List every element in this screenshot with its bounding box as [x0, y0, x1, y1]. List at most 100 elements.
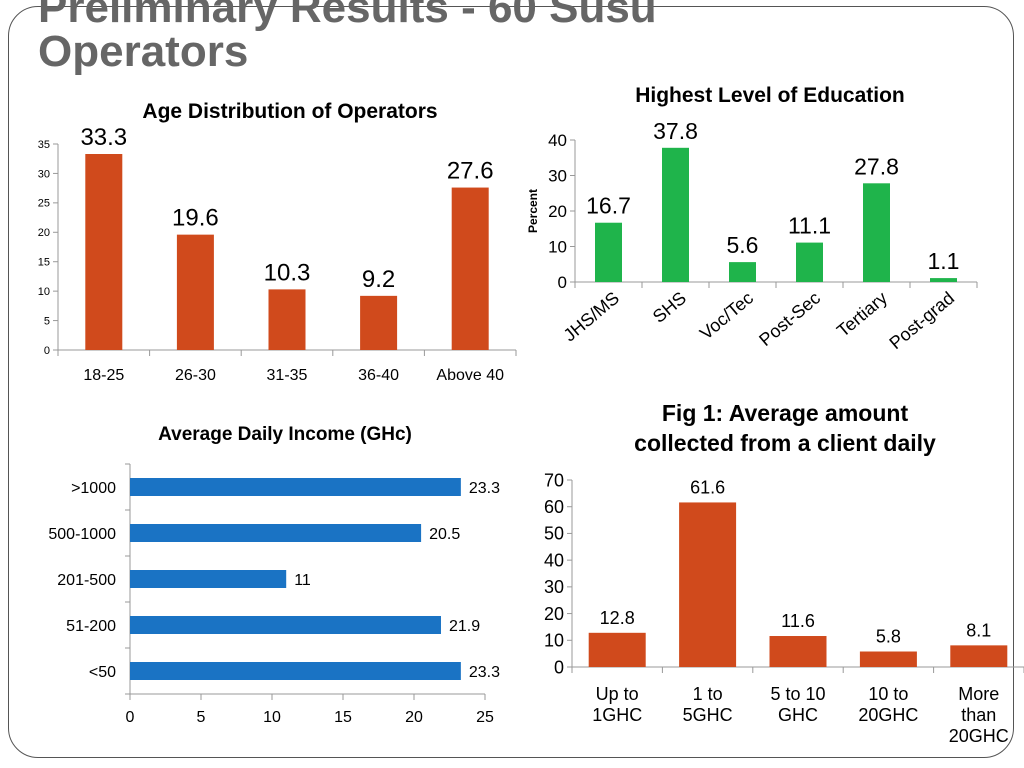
education-y-tick-label: 40 — [548, 131, 567, 150]
collected-data-label: 8.1 — [966, 620, 991, 640]
education-category-label: Voc/Tec — [696, 288, 757, 344]
slide-title-line2: Operators — [38, 27, 249, 76]
education-category-label: Post-grad — [885, 288, 958, 353]
income-category-label: 51-200 — [66, 618, 116, 635]
age-y-tick-label: 0 — [44, 345, 50, 357]
slide-title-line1: Preliminary Results - 60 Susu — [38, 0, 657, 32]
collected-category-label: 1GHC — [592, 705, 642, 725]
collected-bar — [859, 651, 917, 667]
income-data-label: 23.3 — [469, 664, 500, 681]
slide-title: Preliminary Results - 60 Susu Operators — [38, 0, 657, 74]
education-data-label: 27.8 — [854, 153, 899, 179]
collected-category-label: 10 to — [868, 684, 908, 704]
collected-y-tick-label: 20 — [544, 604, 564, 624]
collected-y-tick-label: 0 — [554, 657, 564, 677]
income-x-tick-label: 25 — [476, 709, 494, 726]
collected-bar — [769, 636, 827, 667]
income-bar — [130, 478, 461, 496]
education-bar — [930, 278, 957, 282]
education-chart-title: Highest Level of Education — [635, 84, 905, 107]
age-category-label: 18-25 — [83, 367, 124, 384]
education-bar — [662, 147, 689, 282]
collected-category-label: 5GHC — [683, 705, 733, 725]
education-y-tick-label: 10 — [548, 237, 567, 256]
collected-category-label: More — [958, 684, 999, 704]
income-bar — [130, 570, 287, 588]
age-bar — [360, 295, 398, 350]
education-data-label: 5.6 — [727, 232, 759, 258]
age-bar — [85, 154, 123, 350]
income-category-label: 500-1000 — [48, 526, 116, 543]
income-chart-title: Average Daily Income (GHc) — [158, 424, 412, 445]
collected-y-tick-label: 50 — [544, 524, 564, 544]
collected-chart-title-line1: Fig 1: Average amount — [661, 400, 909, 426]
collected-category-label: Up to — [596, 684, 639, 704]
age-bar — [176, 234, 214, 350]
collected-y-tick-label: 60 — [544, 497, 564, 517]
education-bar — [595, 222, 622, 282]
education-bar — [796, 242, 823, 282]
education-data-label: 1.1 — [928, 248, 960, 274]
collected-data-label: 5.8 — [876, 627, 901, 647]
age-category-label: 26-30 — [175, 367, 216, 384]
age-y-tick-label: 35 — [38, 139, 50, 151]
age-y-tick-label: 20 — [38, 227, 50, 239]
education-y-axis-label: Percent — [526, 189, 540, 233]
age-category-label: 36-40 — [358, 367, 399, 384]
age-data-label: 27.6 — [447, 158, 494, 185]
collected-bar — [950, 645, 1008, 667]
age-data-label: 33.3 — [80, 124, 127, 151]
education-category-label: Post-Sec — [755, 288, 824, 350]
collected-y-tick-label: 40 — [544, 550, 564, 570]
age-y-tick-label: 25 — [38, 198, 50, 210]
collected-category-label: GHC — [778, 705, 818, 725]
education-y-tick-label: 0 — [558, 273, 567, 292]
income-bar — [130, 616, 441, 634]
collected-category-label: 5 to 10 — [770, 684, 825, 704]
age-data-label: 9.2 — [362, 266, 395, 293]
education-category-label: Tertiary — [833, 288, 891, 341]
income-data-label: 21.9 — [449, 618, 480, 635]
collected-chart-title: Fig 1: Average amount collected from a c… — [560, 398, 1010, 458]
income-x-tick-label: 5 — [197, 709, 206, 726]
education-category-label: SHS — [649, 288, 690, 327]
age-category-label: Above 40 — [436, 367, 504, 384]
income-x-tick-label: 20 — [405, 709, 423, 726]
education-data-label: 37.8 — [653, 118, 698, 144]
collected-category-label: 20GHC — [858, 705, 918, 725]
collected-y-tick-label: 30 — [544, 577, 564, 597]
age-y-tick-label: 30 — [38, 168, 50, 180]
collected-data-label: 61.6 — [690, 477, 725, 497]
age-category-label: 31-35 — [267, 367, 308, 384]
collected-data-label: 11.6 — [781, 611, 815, 631]
age-chart-title: Age Distribution of Operators — [142, 100, 438, 123]
education-bar — [863, 183, 890, 282]
age-bar — [451, 187, 489, 350]
age-y-tick-label: 10 — [38, 286, 50, 298]
age-bar — [268, 289, 306, 350]
income-x-tick-label: 15 — [334, 709, 352, 726]
slide-frame — [8, 6, 1014, 758]
income-category-label: <50 — [89, 664, 116, 681]
education-data-label: 11.1 — [788, 213, 831, 239]
education-category-label: JHS/MS — [560, 288, 623, 346]
income-bar — [130, 524, 422, 542]
income-data-label: 23.3 — [469, 480, 500, 497]
education-y-tick-label: 30 — [548, 166, 567, 185]
collected-chart-title-line2: collected from a client daily — [634, 430, 936, 456]
collected-category-label: 1 to — [693, 684, 723, 704]
collected-bar — [679, 502, 737, 667]
collected-y-tick-label: 70 — [544, 470, 564, 490]
income-category-label: >1000 — [71, 480, 116, 497]
income-bar — [130, 662, 461, 680]
income-data-label: 20.5 — [429, 526, 460, 543]
collected-category-label: 20GHC — [949, 726, 1009, 746]
collected-category-label: than — [961, 705, 996, 725]
collected-y-tick-label: 10 — [544, 631, 564, 651]
collected-data-label: 12.8 — [600, 608, 635, 628]
income-data-label: 11 — [294, 572, 311, 589]
income-x-tick-label: 10 — [263, 709, 281, 726]
income-x-tick-label: 0 — [126, 709, 135, 726]
education-data-label: 16.7 — [586, 193, 631, 219]
